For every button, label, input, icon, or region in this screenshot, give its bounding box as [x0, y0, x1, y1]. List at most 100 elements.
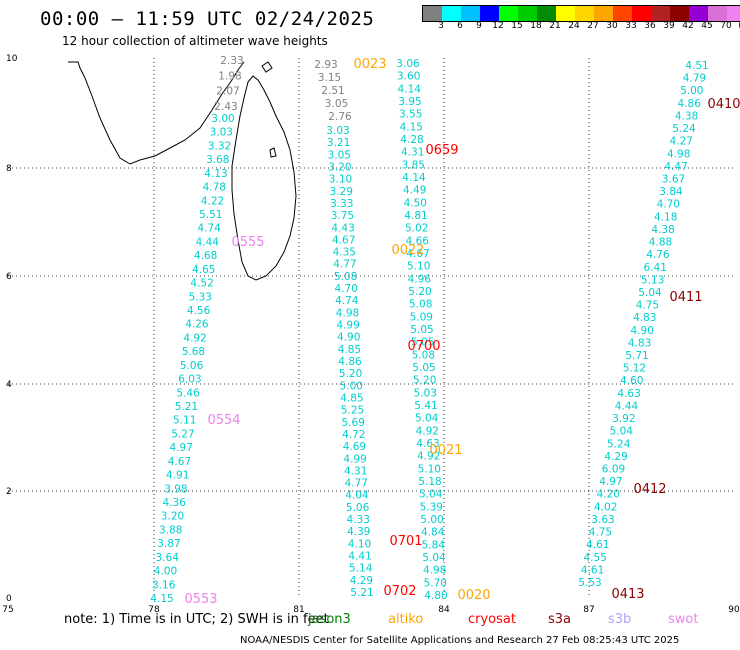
pass-time-label: 0553 — [184, 592, 217, 607]
wave-height-value: 5.18 — [418, 476, 441, 488]
wave-height-value: 4.80 — [424, 590, 447, 602]
color-swatch — [461, 6, 480, 21]
wave-height-value: 4.28 — [400, 134, 423, 146]
wave-height-value: 3.10 — [329, 174, 352, 186]
color-swatch — [727, 6, 740, 21]
pass-time-label: 0554 — [207, 413, 240, 428]
wave-height-value: 5.00 — [420, 514, 443, 526]
color-swatch — [556, 6, 575, 21]
wave-height-value: 3.20 — [161, 511, 184, 523]
wave-height-value: 5.00 — [680, 85, 703, 97]
wave-height-value: 5.05 — [411, 337, 434, 349]
wave-height-value: 3.75 — [331, 210, 354, 222]
color-scale-label: 42 — [682, 21, 694, 31]
wave-height-value: 4.04 — [345, 490, 369, 502]
pass-time-label: 0701 — [389, 534, 422, 549]
wave-height-value: 5.03 — [414, 387, 437, 399]
wave-height-value: 4.90 — [337, 332, 360, 344]
wave-height-value: 4.68 — [194, 250, 217, 262]
wave-height-value: 5.69 — [342, 417, 365, 429]
wave-height-value: 3.85 — [402, 159, 425, 171]
wave-height-value: 6.41 — [644, 262, 667, 274]
wave-height-value: 4.96 — [408, 273, 432, 285]
wave-height-value: 3.98 — [164, 483, 187, 495]
wave-height-value: 4.50 — [404, 197, 427, 209]
wave-height-value: 5.39 — [420, 501, 443, 513]
pass-time-label: 0023 — [353, 57, 386, 72]
wave-height-value: 5.27 — [171, 428, 194, 440]
wave-height-value: 4.84 — [421, 527, 445, 539]
wave-height-value: 4.13 — [204, 168, 227, 180]
satellite-legend-item: altiko — [388, 612, 424, 627]
x-tick-label: 81 — [293, 605, 304, 615]
wave-height-value: 4.88 — [649, 237, 672, 249]
wave-height-value: 5.51 — [199, 209, 222, 221]
wave-height-value: 6.09 — [602, 464, 625, 476]
x-tick-label: 90 — [728, 605, 740, 615]
wave-height-value: 4.39 — [347, 526, 370, 538]
wave-height-value: 4.92 — [183, 332, 206, 344]
wave-height-value: 4.27 — [670, 136, 693, 148]
wave-height-value: 4.72 — [342, 429, 365, 441]
color-scale-label: 24 — [568, 21, 580, 31]
wave-height-value: 5.11 — [173, 415, 196, 427]
wave-height-value: 4.98 — [423, 565, 446, 577]
pass-time-label: 0412 — [633, 482, 666, 497]
wave-height-value: 2.43 — [214, 101, 237, 113]
wave-height-value: 3.32 — [208, 140, 231, 152]
pass-time-label: 0021 — [429, 443, 462, 458]
wave-height-value: 3.20 — [328, 162, 351, 174]
wave-height-value: 4.69 — [343, 441, 366, 453]
wave-height-value: 3.67 — [662, 174, 685, 186]
wave-height-value: 4.26 — [185, 319, 209, 331]
wave-height-value: 4.63 — [416, 438, 439, 450]
pass-time-label: 0020 — [457, 588, 490, 603]
wave-height-value: 5.20 — [339, 368, 362, 380]
wave-height-value: 4.77 — [333, 259, 356, 271]
wave-height-value: 4.61 — [586, 539, 609, 551]
wave-height-value: 5.06 — [180, 360, 204, 372]
wave-height-value: 5.08 — [409, 299, 432, 311]
wave-height-value: 4.29 — [604, 451, 627, 463]
wave-height-value: 2.33 — [220, 55, 243, 67]
wave-height-value: 3.84 — [659, 186, 683, 198]
color-scale-label: 70 — [720, 21, 732, 31]
wave-height-value: 3.64 — [156, 552, 180, 564]
wave-height-value: 3.21 — [327, 137, 350, 149]
wave-height-value: 4.52 — [190, 278, 213, 290]
satellite-legend-item: s3b — [608, 612, 632, 627]
color-swatch — [594, 6, 613, 21]
wave-height-value: 3.03 — [210, 127, 233, 139]
pass-time-label: 0659 — [425, 143, 458, 158]
wave-height-value: 5.46 — [176, 387, 200, 399]
wave-height-value: 4.60 — [620, 375, 643, 387]
color-scale-label: 12 — [492, 21, 504, 31]
wave-height-value: 5.09 — [410, 311, 433, 323]
wave-height-value: 4.15 — [150, 593, 173, 605]
wave-height-value: 4.67 — [168, 456, 191, 468]
wave-height-value: 2.76 — [328, 111, 352, 123]
wave-height-value: 4.98 — [667, 148, 690, 160]
wave-height-value: 4.78 — [203, 182, 226, 194]
wave-height-value: 3.55 — [399, 109, 422, 121]
lat-lon-grid — [8, 58, 734, 598]
wave-height-value: 4.97 — [599, 476, 622, 488]
wave-height-value: 4.81 — [404, 210, 427, 222]
wave-height-value: 5.84 — [422, 539, 446, 551]
color-swatch — [613, 6, 632, 21]
color-swatch — [632, 6, 651, 21]
wave-height-value: 4.15 — [400, 121, 423, 133]
wave-height-value: 4.38 — [651, 224, 674, 236]
india-coastline — [68, 61, 245, 165]
wave-height-value: 4.33 — [347, 514, 370, 526]
color-swatch — [670, 6, 689, 21]
wave-height-value: 4.31 — [401, 147, 424, 159]
color-scale-label: 36 — [644, 21, 656, 31]
wave-height-value: 3.60 — [397, 71, 420, 83]
wave-height-value: 4.43 — [331, 222, 354, 234]
wave-height-value: 4.56 — [187, 305, 211, 317]
wave-height-value: 4.77 — [345, 478, 368, 490]
pass-time-label: 0700 — [407, 339, 440, 354]
wave-height-value: 4.98 — [336, 307, 359, 319]
